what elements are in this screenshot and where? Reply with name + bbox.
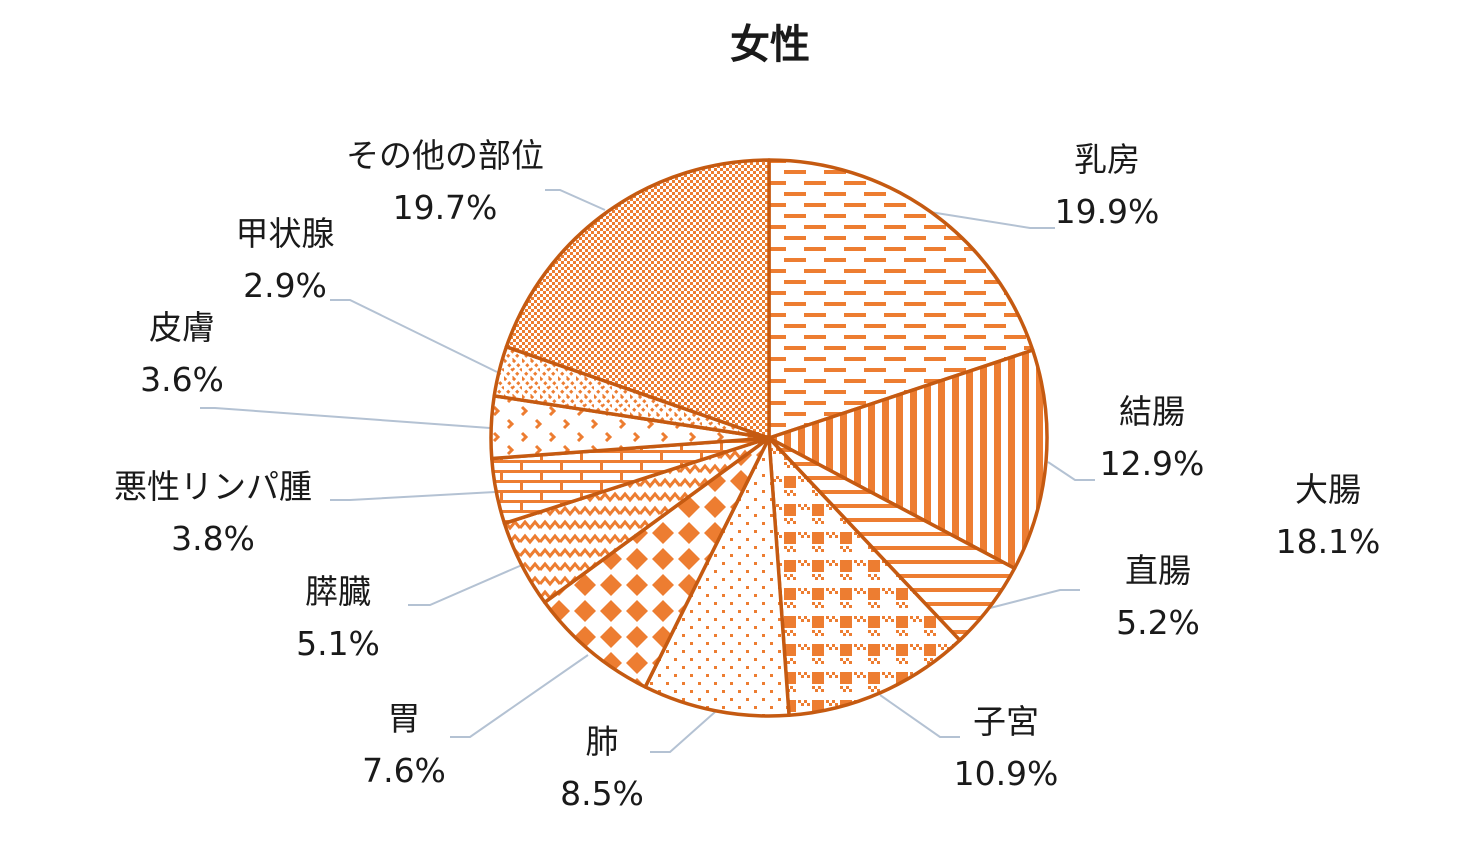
leader-line-7 xyxy=(330,491,496,501)
leader-line-9 xyxy=(330,299,498,373)
data-label-rectum: 直腸 5.2% xyxy=(1116,551,1200,642)
data-label-colon: 結腸 12.9% xyxy=(1099,392,1205,483)
data-label-lymphoma: 悪性リンパ腫 3.8% xyxy=(114,467,312,558)
leader-line-2 xyxy=(989,589,1080,609)
data-label-stomach: 胃 7.6% xyxy=(362,699,446,790)
data-label-pancreas: 膵臓 5.1% xyxy=(296,572,380,663)
leader-line-5 xyxy=(450,654,589,738)
pie-slice-10 xyxy=(504,158,771,440)
leader-line-4 xyxy=(650,711,716,753)
leader-line-6 xyxy=(408,564,523,606)
data-label-breast: 乳房 19.9% xyxy=(1054,140,1160,231)
data-label-uterus: 子宮 10.9% xyxy=(953,702,1059,793)
leader-line-8 xyxy=(200,407,491,429)
leader-line-1 xyxy=(1047,461,1095,481)
leader-line-0 xyxy=(929,211,1055,229)
data-label-other: その他の部位 19.7% xyxy=(346,136,544,227)
annotation-large-intestine: 大腸 18.1% xyxy=(1275,470,1381,561)
data-label-lung: 肺 8.5% xyxy=(560,722,644,813)
leader-line-10 xyxy=(545,189,606,211)
pie-slice-3 xyxy=(767,436,962,718)
pie-slice-5 xyxy=(543,436,771,689)
chart-title: 女性 xyxy=(730,22,810,68)
pie-slice-1 xyxy=(767,348,1049,571)
data-label-thyroid: 甲状腺 2.9% xyxy=(235,214,335,305)
data-label-skin: 皮膚 3.6% xyxy=(140,308,224,399)
pie-slice-0 xyxy=(767,158,1035,440)
leader-line-3 xyxy=(879,694,960,738)
pie-slice-4 xyxy=(643,436,791,718)
